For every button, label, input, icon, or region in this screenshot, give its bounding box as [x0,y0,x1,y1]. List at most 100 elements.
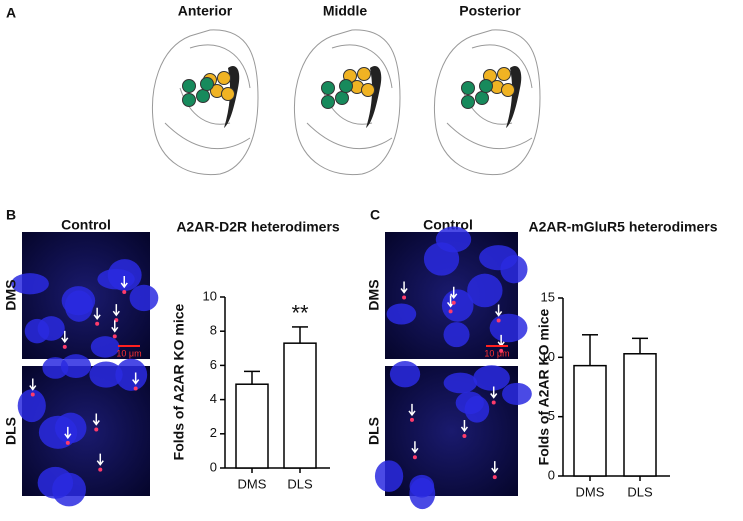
nucleus [37,466,74,499]
brain-outline [164,44,251,150]
nucleus [17,389,46,423]
nucleus [386,303,417,325]
arrow [29,378,37,391]
y-axis-label: Folds of A2AR KO mice [171,303,187,460]
arrow [64,426,72,440]
brain-outline [446,44,533,150]
region-dot [501,83,515,97]
brain-diagrams [152,29,541,176]
row-label: DLS [3,417,19,445]
arrow [96,453,104,466]
arrow [490,386,498,399]
nucleus [89,361,123,388]
nucleus [115,358,148,391]
chart-title: A2AR-D2R heterodimers [176,219,340,235]
nucleus [11,273,49,295]
region-dot [321,95,335,109]
nucleus [467,273,503,308]
nucleus [464,395,490,423]
region-dot [357,67,371,81]
section-title: Anterior [178,3,233,19]
arrow [61,330,69,344]
puncta [98,467,103,472]
scale-bar-label: 10 μm [484,348,509,358]
ventricle [366,66,382,128]
puncta [62,344,67,349]
region-dot [217,71,231,85]
panel-label: A [6,5,16,21]
micrographs: DMS DLS 10 μm DMS DLS 10 μm [3,226,532,510]
x-tick-label: DLS [627,484,653,499]
significance: ** [291,301,309,326]
puncta [462,433,467,438]
nucleus [443,372,478,394]
region-dot [200,77,214,91]
y-tick-label: 0 [210,459,217,474]
puncta [65,440,70,445]
section-title: Middle [323,3,368,19]
brain [434,29,541,176]
nucleus [24,318,50,344]
ventricle [506,66,522,128]
arrow [450,286,458,300]
chart-title: A2AR-mGluR5 heterodimers [528,219,717,235]
image-title: Control [61,217,111,233]
nucleus [61,286,96,316]
arrow [495,304,503,317]
puncta [122,289,127,294]
x-tick-label: DMS [238,476,267,491]
arrow [408,403,416,417]
row-label: DMS [366,279,382,310]
nucleus [54,412,87,444]
nucleus [90,336,120,358]
x-tick-label: DMS [576,484,605,499]
puncta [451,300,456,305]
y-tick-label: 10 [203,288,217,303]
puncta [133,386,138,391]
brain-outline [152,29,259,176]
bar [573,364,607,477]
row-label: DLS [366,417,382,445]
bar [283,342,317,469]
row-label: DMS [3,279,19,310]
puncta [499,348,504,353]
region-dot [339,79,353,93]
arrow [400,281,408,294]
arrow [460,419,469,433]
puncta [492,475,497,480]
brain-outline [306,44,393,150]
puncta [402,295,407,300]
nucleus [389,360,421,388]
region-dot [497,67,511,81]
brain-outline [294,29,401,176]
nucleus [473,365,510,391]
y-tick-label: 10 [541,349,555,364]
y-tick-label: 0 [548,467,555,482]
section-title: Posterior [459,3,521,19]
region-dot [461,95,475,109]
y-tick-label: 2 [210,425,217,440]
puncta [30,392,35,397]
arrow [112,304,120,317]
arrow [411,441,419,454]
arrow [93,307,101,321]
arrow [120,275,128,289]
y-tick-label: 5 [548,408,555,423]
x-tick-label: DLS [287,476,313,491]
nucleus [97,268,135,290]
arrow [491,461,499,474]
puncta [409,417,414,422]
region-dot [479,79,493,93]
region-dot [361,83,375,97]
nucleus [489,313,528,343]
bar [623,353,657,477]
region-dot [182,79,196,93]
nucleus [435,226,472,253]
region-dot [321,81,335,95]
nucleus [502,382,532,406]
nucleus [129,284,159,312]
puncta [496,318,501,323]
puncta [112,334,117,339]
y-tick-label: 15 [541,289,555,304]
